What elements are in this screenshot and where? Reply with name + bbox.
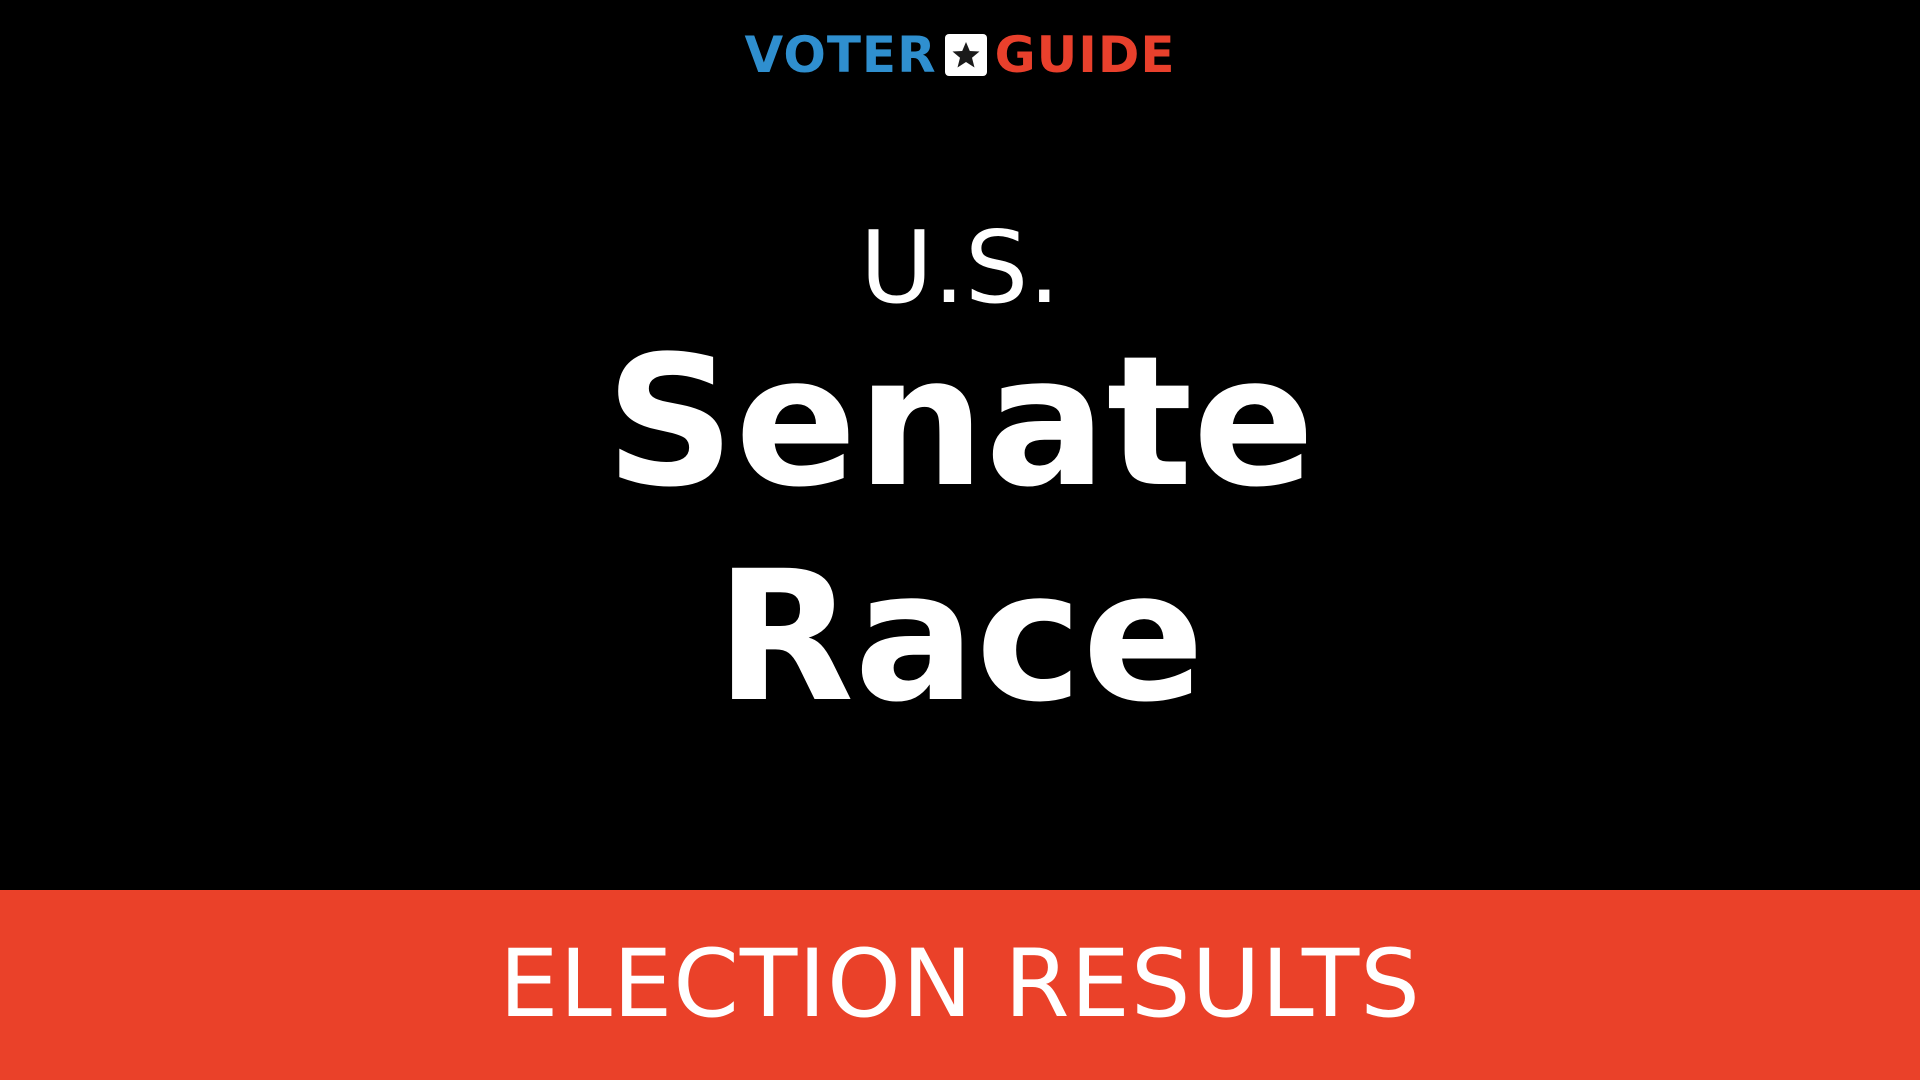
logo-guide-word: GUIDE [994,26,1176,84]
voter-guide-logo: VOTER GUIDE [0,30,1920,80]
headline-us: U.S. [859,209,1061,326]
headline-senate: Senate [605,318,1315,527]
results-banner: ELECTION RESULTS [0,890,1920,1080]
star-icon [944,34,987,76]
logo-voter-word: VOTER [744,26,937,84]
headline-race: Race [715,533,1205,742]
star-icon-glyph [952,42,980,68]
banner-text: ELECTION RESULTS [499,930,1421,1039]
